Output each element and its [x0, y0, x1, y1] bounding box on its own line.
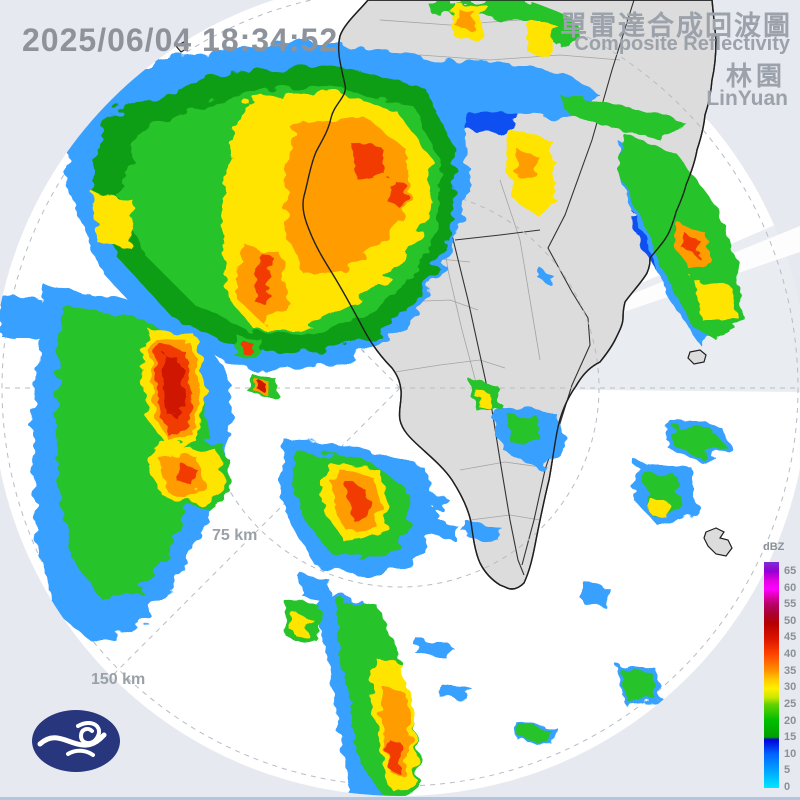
echo-cell	[255, 250, 272, 308]
station-name-en: LinYuan	[706, 87, 788, 110]
echo-cell	[257, 380, 266, 392]
green-island	[687, 349, 707, 365]
echo-cell	[649, 498, 668, 516]
echo-cell	[290, 612, 312, 636]
echo-cell	[414, 638, 452, 660]
echo-cell	[582, 582, 610, 608]
echo-cell	[438, 682, 472, 700]
echo-cell	[672, 424, 726, 458]
timestamp: 2025/06/04 18:34:52	[22, 22, 339, 58]
echo-cell	[426, 516, 458, 540]
logo-swirl-icon	[37, 720, 107, 757]
echo-cell	[518, 724, 552, 742]
range-label-150km: 150 km	[91, 671, 146, 688]
echo-cell	[300, 572, 332, 602]
echo-cell	[241, 340, 254, 356]
radar-title-en: Composite Reflectivity	[574, 33, 790, 55]
echo-cell	[0, 292, 48, 342]
radar-title-zh: 單雷達合成回波圖	[560, 11, 792, 41]
bottom-border-line	[0, 797, 800, 800]
cwb-logo	[32, 710, 120, 772]
range-label-75km: 75 km	[212, 527, 258, 544]
echo-cell	[420, 490, 448, 512]
echo-cell	[178, 462, 196, 486]
orchid-island	[703, 527, 733, 557]
station-name-zh: 林園	[725, 61, 786, 91]
echo-cell	[162, 355, 186, 420]
echo-cell	[686, 236, 700, 256]
radial-southwest	[108, 387, 401, 680]
echo-cell	[216, 82, 231, 99]
echo-cell	[346, 482, 370, 520]
echo-cell	[388, 738, 402, 774]
echo-cell	[92, 192, 136, 247]
echo-cell	[692, 278, 736, 320]
echo-cell	[620, 668, 656, 700]
